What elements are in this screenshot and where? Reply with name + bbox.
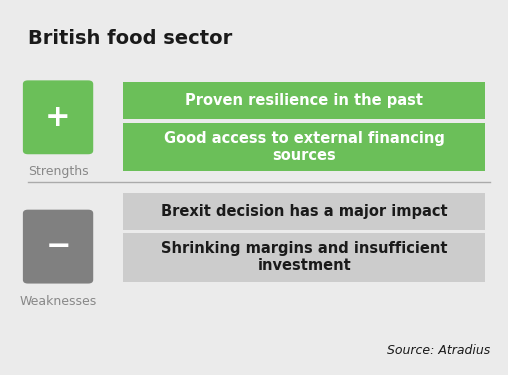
Text: Shrinking margins and insufficient
investment: Shrinking margins and insufficient inves… — [161, 241, 448, 273]
Text: Brexit decision has a major impact: Brexit decision has a major impact — [161, 204, 448, 219]
Text: Proven resilience in the past: Proven resilience in the past — [185, 93, 423, 108]
FancyBboxPatch shape — [123, 193, 485, 230]
Text: Strengths: Strengths — [28, 165, 88, 178]
Text: Source: Atradius: Source: Atradius — [387, 345, 490, 357]
Text: −: − — [45, 232, 71, 261]
FancyBboxPatch shape — [123, 82, 485, 119]
Text: Weaknesses: Weaknesses — [19, 295, 97, 307]
FancyBboxPatch shape — [123, 232, 485, 282]
Text: +: + — [45, 103, 71, 132]
Text: Good access to external financing
sources: Good access to external financing source… — [164, 130, 444, 163]
FancyBboxPatch shape — [23, 80, 93, 154]
FancyBboxPatch shape — [123, 123, 485, 171]
Text: British food sector: British food sector — [28, 28, 232, 48]
FancyBboxPatch shape — [23, 210, 93, 284]
